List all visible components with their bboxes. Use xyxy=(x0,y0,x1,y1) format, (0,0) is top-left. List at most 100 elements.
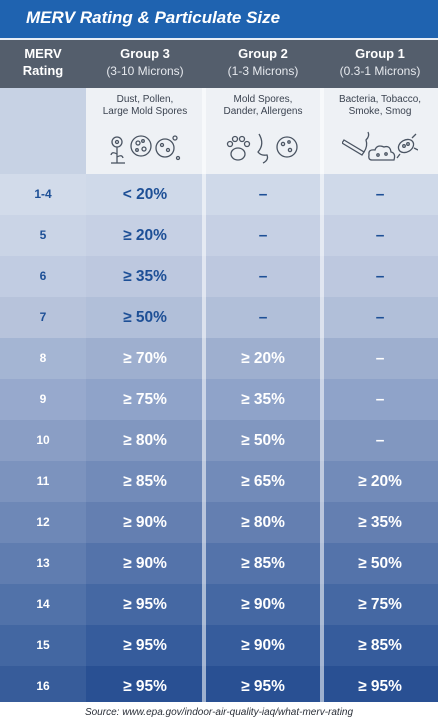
efficiency-cell-g3: ≥ 85% xyxy=(86,461,204,502)
efficiency-cell-g1: ≥ 75% xyxy=(322,584,438,625)
efficiency-cell-g2: ≥ 65% xyxy=(204,461,322,502)
merv-rating-cell: 16 xyxy=(0,666,86,707)
efficiency-cell-g2: ≥ 35% xyxy=(204,379,322,420)
efficiency-cell-g1: – xyxy=(322,215,438,256)
efficiency-cell-g1: ≥ 50% xyxy=(322,543,438,584)
efficiency-cell-g2: ≥ 95% xyxy=(204,666,322,707)
header-group-1-range: (0.3-1 Microns) xyxy=(339,64,421,78)
icon-row-blank-cell xyxy=(0,88,86,174)
efficiency-cell-g2: – xyxy=(204,256,322,297)
paw-nose-spore-icon xyxy=(226,133,298,164)
merv-rating-cell: 1-4 xyxy=(0,174,86,215)
header-group-1: Group 1 (0.3-1 Microns) xyxy=(322,40,438,88)
table-row: 16 ≥ 95% ≥ 95% ≥ 95% xyxy=(0,666,438,707)
efficiency-cell-g1: ≥ 35% xyxy=(322,502,438,543)
efficiency-cell-g1: – xyxy=(322,420,438,461)
efficiency-cell-g1: ≥ 95% xyxy=(322,666,438,707)
particle-description-row: Dust, Pollen, Large Mold Spores xyxy=(0,88,438,174)
table-row: 13 ≥ 90% ≥ 85% ≥ 50% xyxy=(0,543,438,584)
efficiency-cell-g2: ≥ 90% xyxy=(204,625,322,666)
page-title: MERV Rating & Particulate Size xyxy=(26,8,281,27)
group-2-desc-line1: Mold Spores, xyxy=(233,94,293,105)
efficiency-cell-g1: – xyxy=(322,256,438,297)
efficiency-cell-g1: – xyxy=(322,297,438,338)
efficiency-cell-g3: ≥ 20% xyxy=(86,215,204,256)
header-merv-rating: MERV Rating xyxy=(0,40,86,88)
efficiency-cell-g2: ≥ 50% xyxy=(204,420,322,461)
merv-rating-cell: 8 xyxy=(0,338,86,379)
efficiency-cell-g1: – xyxy=(322,338,438,379)
merv-rating-cell: 12 xyxy=(0,502,86,543)
table-header: MERV Rating Group 3 (3-10 Microns) Group… xyxy=(0,40,438,88)
table-row: 9 ≥ 75% ≥ 35% – xyxy=(0,379,438,420)
header-group-1-name: Group 1 xyxy=(355,46,405,61)
table-row: 14 ≥ 95% ≥ 90% ≥ 75% xyxy=(0,584,438,625)
group-1-description: Bacteria, Tobacco, Smoke, Smog xyxy=(322,94,438,118)
group-3-desc-line1: Dust, Pollen, xyxy=(116,94,174,105)
merv-rating-cell: 14 xyxy=(0,584,86,625)
efficiency-cell-g2: ≥ 85% xyxy=(204,543,322,584)
table-row: 6 ≥ 35% – – xyxy=(0,256,438,297)
efficiency-cell-g3: ≥ 95% xyxy=(86,584,204,625)
bacteria-smoke-icon xyxy=(342,131,418,161)
efficiency-cell-g3: ≥ 95% xyxy=(86,666,204,707)
merv-rating-cell: 9 xyxy=(0,379,86,420)
efficiency-cell-g1: ≥ 85% xyxy=(322,625,438,666)
efficiency-cell-g1: ≥ 20% xyxy=(322,461,438,502)
efficiency-cell-g2: ≥ 90% xyxy=(204,584,322,625)
table-row: 11 ≥ 85% ≥ 65% ≥ 20% xyxy=(0,461,438,502)
efficiency-cell-g3: ≥ 75% xyxy=(86,379,204,420)
group-1-description-cell: Bacteria, Tobacco, Smoke, Smog xyxy=(322,88,438,174)
group-3-desc-line2: Large Mold Spores xyxy=(102,106,188,117)
merv-table-body: 1-4 < 20% – –5 ≥ 20% – –6 ≥ 35% – –7 ≥ 50% – –8 ≥ 70%… xyxy=(0,174,438,707)
column-divider-2 xyxy=(320,88,324,702)
merv-rating-cell: 7 xyxy=(0,297,86,338)
table-row: 1-4 < 20% – – xyxy=(0,174,438,215)
header-group-2-range: (1-3 Microns) xyxy=(227,64,299,78)
title-bar: MERV Rating & Particulate Size xyxy=(0,0,438,40)
table-row: 10 ≥ 80% ≥ 50% – xyxy=(0,420,438,461)
efficiency-cell-g3: ≥ 70% xyxy=(86,338,204,379)
efficiency-cell-g1: – xyxy=(322,174,438,215)
table-row: 8 ≥ 70% ≥ 20% – xyxy=(0,338,438,379)
header-merv-line2: Rating xyxy=(22,63,64,78)
dust-pollen-icon xyxy=(110,135,181,164)
merv-rating-cell: 13 xyxy=(0,543,86,584)
efficiency-cell-g3: ≥ 90% xyxy=(86,543,204,584)
header-merv-line1: MERV xyxy=(24,46,62,61)
efficiency-cell-g2: – xyxy=(204,297,322,338)
table-row: 7 ≥ 50% – – xyxy=(0,297,438,338)
header-group-2-name: Group 2 xyxy=(238,46,288,61)
column-divider-1 xyxy=(202,88,206,702)
efficiency-cell-g3: < 20% xyxy=(86,174,204,215)
group-1-desc-line1: Bacteria, Tobacco, xyxy=(338,94,422,105)
header-group-3-name: Group 3 xyxy=(120,46,170,61)
efficiency-cell-g2: ≥ 80% xyxy=(204,502,322,543)
merv-rating-cell: 5 xyxy=(0,215,86,256)
efficiency-cell-g3: ≥ 35% xyxy=(86,256,204,297)
efficiency-cell-g2: ≥ 20% xyxy=(204,338,322,379)
efficiency-cell-g2: – xyxy=(204,215,322,256)
header-group-3: Group 3 (3-10 Microns) xyxy=(86,40,204,88)
group-3-description-cell: Dust, Pollen, Large Mold Spores xyxy=(86,88,204,174)
merv-rating-cell: 15 xyxy=(0,625,86,666)
efficiency-cell-g3: ≥ 80% xyxy=(86,420,204,461)
efficiency-cell-g3: ≥ 90% xyxy=(86,502,204,543)
efficiency-cell-g3: ≥ 95% xyxy=(86,625,204,666)
group-2-desc-line2: Dander, Allergens xyxy=(223,106,303,117)
group-2-description: Mold Spores, Dander, Allergens xyxy=(204,94,322,118)
merv-rating-cell: 11 xyxy=(0,461,86,502)
table-row: 15 ≥ 95% ≥ 90% ≥ 85% xyxy=(0,625,438,666)
efficiency-cell-g1: – xyxy=(322,379,438,420)
efficiency-cell-g3: ≥ 50% xyxy=(86,297,204,338)
source-citation: Source: www.epa.gov/indoor-air-quality-i… xyxy=(0,702,438,726)
group-2-description-cell: Mold Spores, Dander, Allergens xyxy=(204,88,322,174)
group-1-desc-line2: Smoke, Smog xyxy=(348,106,412,117)
header-group-2: Group 2 (1-3 Microns) xyxy=(204,40,322,88)
table-row: 12 ≥ 90% ≥ 80% ≥ 35% xyxy=(0,502,438,543)
efficiency-cell-g2: – xyxy=(204,174,322,215)
group-3-description: Dust, Pollen, Large Mold Spores xyxy=(86,94,204,118)
merv-rating-cell: 6 xyxy=(0,256,86,297)
table-row: 5 ≥ 20% – – xyxy=(0,215,438,256)
